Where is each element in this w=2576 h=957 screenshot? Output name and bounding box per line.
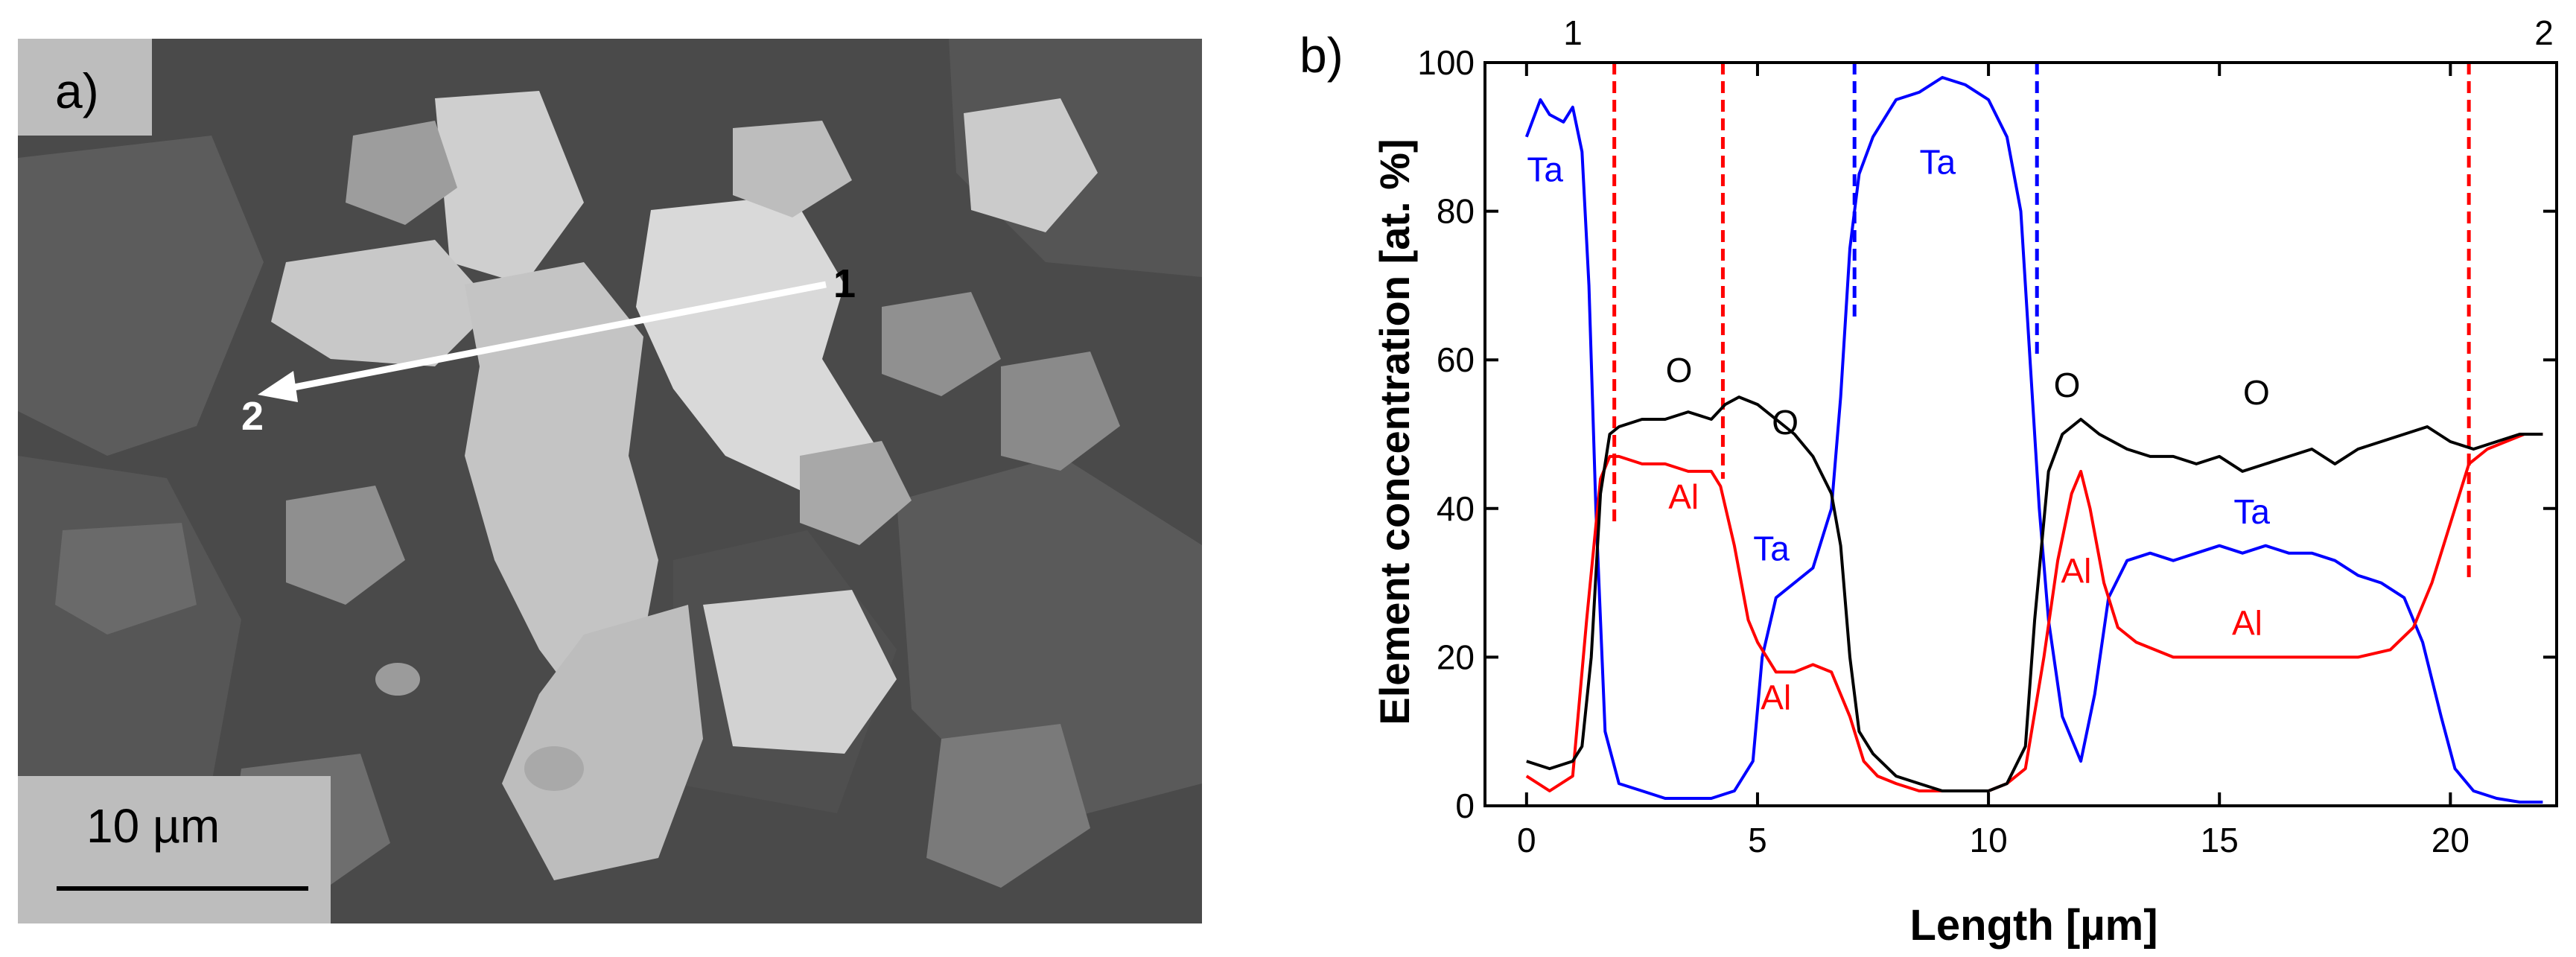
scan-point-2-label: 2 [241,394,264,439]
series-label-o-10: O [1772,403,1799,442]
y-tick-label-0: 0 [1455,786,1475,825]
series-label-al-8: Al [2232,603,2262,642]
series-label-o-9: O [1666,351,1693,390]
y-tick-label-40: 40 [1437,489,1475,528]
series-label-al-7: Al [2061,552,2091,591]
x-tick-label-0: 0 [1517,821,1536,859]
endpoint-left-label: 1 [1563,13,1583,52]
series-label-ta-1: Ta [1527,150,1563,189]
series-label-o-12: O [2243,373,2270,412]
x-tick-label-5: 5 [1748,821,1767,859]
plot-area: 0 5 10 15 20 0 20 40 60 80 100 Ta Ta Ta Ta Al Al Al Al O O O O [1417,43,2558,859]
y-tick-label-100: 100 [1417,43,1475,82]
panel-a-label: a) [55,63,99,118]
series-line-ta [1524,76,2543,804]
y-tick-label-80: 80 [1437,192,1475,231]
panel-b-label: b) [1300,28,1343,83]
y-tick-label-20: 20 [1437,638,1475,676]
series-label-al-5: Al [1668,477,1699,516]
line-scan-chart: 0 5 10 15 20 0 20 40 60 80 100 Ta Ta Ta Ta Al Al Al Al O O O O… [1371,13,2558,950]
series-label-o-11: O [2054,366,2081,404]
x-tick-label-20: 20 [2432,821,2470,859]
y-axis-title: Element concentration [at. %] [1371,139,1418,725]
x-tick-label-15: 15 [2201,821,2239,859]
series-label-ta-3: Ta [1753,530,1790,568]
series-label-al-6: Al [1761,678,1791,716]
scale-bar-background [18,776,331,923]
scan-point-1-label: 1 [833,261,856,306]
series-label-ta-4: Ta [2233,492,2270,531]
x-axis-title: Length [µm] [1909,901,2157,950]
endpoint-right-label: 2 [2534,13,2554,52]
y-tick-label-60: 60 [1437,340,1475,379]
series-line-o [1526,395,2543,792]
plot-frame [1483,61,2558,807]
scale-bar-label: 10 µm [86,799,220,853]
series-label-ta-2: Ta [1920,143,1956,182]
x-tick-label-10: 10 [1969,821,2007,859]
sem-micrograph: a) 1 2 10 µm [18,39,1202,923]
label-a-background [18,39,152,136]
scale-bar [57,886,308,891]
sem-image [18,39,1202,923]
